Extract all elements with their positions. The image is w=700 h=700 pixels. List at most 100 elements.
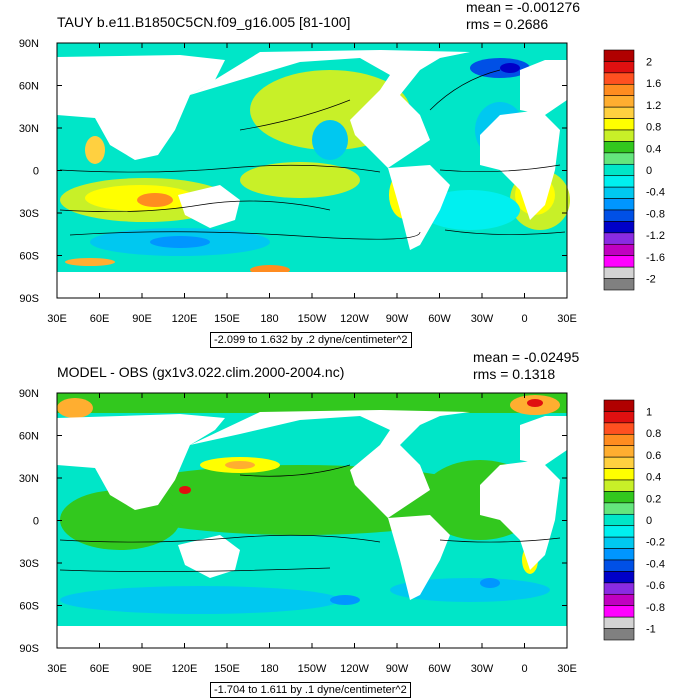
colorbar-label: -2: [646, 274, 656, 286]
colorbar-swatch: [603, 49, 635, 62]
colorbar-label: 1: [646, 406, 652, 418]
colorbar-swatch: [603, 433, 635, 447]
colorbar-swatch: [603, 399, 635, 412]
field-region: [527, 399, 543, 407]
x-tick-label: 30W: [471, 313, 494, 325]
land-mask: [57, 410, 567, 648]
x-tick-label: 150W: [298, 313, 327, 325]
x-tick-label: 180: [260, 313, 278, 325]
land-asia: [57, 55, 225, 160]
rms-value: rms = 0.2686: [466, 16, 549, 32]
colorbar-label: -0.8: [646, 208, 665, 220]
field-region: [420, 190, 520, 230]
x-tick-label: 120E: [172, 663, 198, 675]
colorbar-swatch: [603, 582, 635, 595]
y-tick-label: 90N: [19, 38, 39, 50]
colorbar-swatch: [603, 129, 635, 142]
colorbar-swatch: [603, 95, 635, 108]
colorbar-label: 0: [646, 165, 652, 177]
colorbar-label: 1.2: [646, 100, 661, 112]
land-africa: [480, 460, 560, 570]
colorbar: 2 1.6 1.2 0.8 0.4 0 -0.4 -0.8 -1.2 -1.6 -2: [603, 49, 665, 291]
colorbar-swatch: [603, 525, 635, 538]
colorbar-swatch: [603, 175, 635, 188]
colorbar-swatch: [603, 255, 635, 268]
colorbar-swatch: [603, 118, 635, 131]
field-region: [179, 486, 191, 494]
x-tick-label: 0: [521, 663, 527, 675]
contour-line: [444, 229, 566, 235]
x-tick-label: 120W: [340, 663, 369, 675]
x-tick-label: 120E: [172, 313, 198, 325]
contour-line: [59, 164, 381, 173]
colorbar-swatch: [603, 411, 635, 424]
colorbar-swatch: [603, 502, 635, 515]
x-tick-label: 180: [260, 663, 278, 675]
map-plot: 30E 60E 90E 120E 150E 180 150W 120W 90W 60W 30W 0 30…: [19, 388, 665, 675]
contour-line: [239, 99, 351, 131]
colorbar-swatch: [603, 221, 635, 234]
colorbar-swatch: [603, 422, 635, 435]
axis-ticks: 30E 60E 90E 120E 150E 180 150W 120W 90W 60W 30W 0 30…: [19, 388, 577, 675]
mean-value: mean = -0.001276: [466, 0, 581, 15]
colorbar-swatch: [603, 209, 635, 222]
contour-line: [429, 69, 501, 111]
contour-line: [59, 567, 331, 572]
x-tick-label: 120W: [340, 313, 369, 325]
map-field: [57, 393, 567, 648]
y-tick-label: 90S: [19, 643, 39, 655]
x-tick-label: 150E: [214, 663, 240, 675]
colorbar-label: 0: [646, 515, 652, 527]
colorbar-swatch: [603, 163, 635, 177]
colorbar-swatch: [603, 106, 635, 119]
field-region: [390, 578, 550, 602]
x-tick-label: 90W: [386, 313, 409, 325]
x-tick-label: 30E: [557, 313, 577, 325]
colorbar-swatch: [603, 83, 635, 97]
contour-info: -2.099 to 1.632 by .2 dyne/centimeter^2: [210, 332, 412, 348]
field-region: [312, 120, 348, 160]
colorbar-swatch: [603, 491, 635, 504]
colorbar-swatch: [603, 616, 635, 629]
field-region: [150, 236, 210, 248]
colorbar-swatch: [603, 266, 635, 279]
chart-title: MODEL - OBS (gx1v3.022.clim.2000-2004.nc…: [57, 364, 345, 380]
field-region: [225, 461, 255, 469]
field-region: [60, 586, 340, 614]
colorbar-swatch: [603, 152, 635, 165]
colorbar-swatch: [603, 72, 635, 85]
colorbar-swatch: [603, 186, 635, 199]
colorbar-swatch: [603, 605, 635, 618]
contour-line: [439, 164, 561, 173]
colorbar-swatch: [603, 513, 635, 527]
contour-line: [69, 231, 421, 240]
colorbar-label: 0.6: [646, 450, 661, 462]
colorbar-label: -0.4: [646, 558, 665, 570]
land-north-america: [190, 50, 470, 168]
x-tick-label: 90W: [386, 663, 409, 675]
colorbar-label: 0.4: [646, 143, 661, 155]
contour-line: [59, 534, 381, 543]
contour-line: [439, 537, 561, 543]
x-tick-label: 30E: [47, 313, 67, 325]
colorbar-swatch: [603, 141, 635, 154]
land-europe: [520, 60, 567, 115]
colorbar-label: -0.6: [646, 580, 665, 592]
contour-line: [239, 464, 351, 477]
y-tick-label: 90S: [19, 293, 39, 305]
contour-line: [59, 200, 331, 213]
land-south-america: [388, 165, 450, 250]
y-tick-label: 0: [33, 516, 39, 528]
y-tick-label: 30S: [19, 558, 39, 570]
y-tick-label: 60S: [19, 251, 39, 263]
colorbar-label: -1.2: [646, 230, 665, 242]
x-tick-label: 150W: [298, 663, 327, 675]
x-tick-label: 30E: [47, 663, 67, 675]
colorbar-label: -1.6: [646, 252, 665, 264]
colorbar-swatch: [603, 628, 635, 641]
mean-value: mean = -0.02495: [473, 349, 580, 365]
y-tick-label: 0: [33, 166, 39, 178]
colorbar-swatch: [603, 548, 635, 561]
colorbar-label: 0.4: [646, 472, 661, 484]
y-tick-label: 90N: [19, 388, 39, 400]
